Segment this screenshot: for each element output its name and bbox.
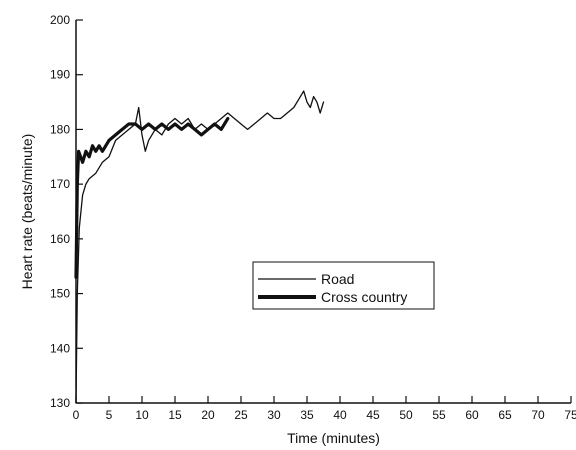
x-ticks: 0 5 10 15 20 25 30 35 40 45 50 55 60 65 70 75	[73, 396, 576, 422]
y-tick-label: 190	[50, 68, 70, 82]
x-tick-label: 65	[498, 408, 512, 422]
x-tick-label: 60	[465, 408, 479, 422]
x-tick-label: 5	[106, 408, 113, 422]
x-tick-label: 50	[399, 408, 413, 422]
series-line-cross-country	[74, 116, 230, 279]
series-layer	[74, 90, 325, 404]
y-tick-label: 200	[50, 13, 70, 27]
y-axis-title: Heart rate (beats/minute)	[19, 134, 35, 290]
x-tick-label: 35	[300, 408, 314, 422]
x-tick-label: 30	[267, 408, 281, 422]
legend-box	[252, 261, 435, 310]
x-tick-label: 0	[73, 408, 80, 422]
x-tick-label: 40	[333, 408, 347, 422]
x-tick-label: 55	[432, 408, 446, 422]
y-tick-label: 180	[50, 122, 70, 136]
y-ticks: 130 140 150 160 170 180 190 200	[50, 13, 83, 410]
legend-label-cross-country: Cross country	[321, 289, 407, 305]
x-tick-label: 20	[201, 408, 215, 422]
x-axis-title: Time (minutes)	[287, 430, 380, 446]
legend: Road Cross country	[252, 261, 435, 310]
legend-label-road: Road	[321, 271, 354, 287]
y-tick-label: 170	[50, 177, 70, 191]
y-tick-label: 140	[50, 341, 70, 355]
x-tick-label: 75	[564, 408, 576, 422]
x-tick-label: 10	[135, 408, 149, 422]
y-tick-label: 150	[50, 287, 70, 301]
y-tick-label: 160	[50, 232, 70, 246]
x-tick-label: 70	[531, 408, 545, 422]
x-tick-label: 45	[366, 408, 380, 422]
axes	[75, 20, 571, 404]
y-tick-label: 130	[50, 396, 70, 410]
x-tick-label: 15	[168, 408, 182, 422]
x-tick-label: 25	[234, 408, 248, 422]
